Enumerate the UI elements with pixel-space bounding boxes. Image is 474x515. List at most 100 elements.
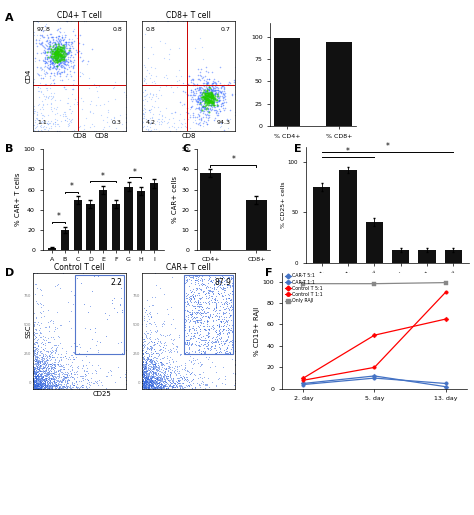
Point [223, 342, 231, 351]
Point [211, 341, 219, 350]
Point [220, 315, 228, 323]
Point [161, 368, 169, 376]
Point [70, 25, 78, 33]
Point [59, 57, 66, 65]
Point [226, 349, 234, 357]
Point [141, 356, 148, 364]
Point [186, 324, 194, 333]
Point [200, 88, 207, 96]
Point [206, 98, 214, 106]
Point [153, 374, 161, 383]
Point [210, 87, 217, 95]
Point [48, 353, 55, 362]
Point [186, 339, 193, 348]
Point [149, 362, 156, 370]
Point [155, 362, 163, 370]
Point [139, 357, 146, 365]
Point [143, 343, 151, 351]
Point [200, 88, 208, 96]
Point [145, 353, 152, 362]
Point [33, 354, 40, 363]
Point [173, 342, 181, 350]
Point [31, 372, 39, 380]
Point [139, 360, 147, 368]
Point [41, 69, 48, 77]
Point [147, 359, 155, 367]
Point [43, 92, 50, 100]
Point [200, 317, 207, 325]
Point [193, 271, 201, 280]
Point [35, 381, 42, 389]
Point [213, 328, 220, 336]
Point [156, 384, 164, 392]
Point [34, 365, 41, 373]
Point [188, 102, 196, 110]
Point [57, 372, 64, 381]
Point [148, 365, 155, 373]
Point [40, 363, 47, 371]
Point [55, 32, 63, 41]
Point [198, 279, 206, 287]
Point [61, 84, 69, 93]
Point [143, 377, 150, 385]
Point [151, 363, 158, 371]
Point [54, 32, 62, 41]
Point [38, 382, 46, 390]
Point [189, 87, 197, 95]
Point [153, 366, 161, 374]
Point [195, 119, 202, 128]
Point [142, 383, 150, 391]
Point [54, 25, 62, 33]
Point [143, 382, 150, 390]
Point [36, 84, 44, 92]
Point [187, 286, 194, 294]
Point [147, 381, 155, 389]
Point [51, 360, 58, 368]
Point [164, 371, 172, 380]
Point [71, 381, 78, 389]
Point [32, 380, 39, 388]
Point [42, 374, 50, 382]
Point [54, 61, 62, 70]
Point [207, 343, 215, 351]
Point [152, 363, 160, 371]
Point [63, 371, 70, 380]
Point [63, 99, 71, 108]
Point [214, 321, 221, 330]
Point [48, 362, 55, 370]
Point [38, 111, 46, 119]
Point [65, 376, 73, 384]
Point [34, 375, 42, 383]
Point [166, 368, 173, 376]
Point [34, 379, 42, 387]
Point [200, 89, 208, 97]
Point [189, 375, 197, 383]
Point [221, 337, 228, 345]
Point [189, 112, 197, 121]
Point [31, 352, 38, 360]
Point [45, 43, 53, 52]
Point [222, 307, 230, 316]
Point [41, 367, 49, 375]
Point [158, 368, 165, 376]
Point [144, 376, 152, 384]
Point [52, 38, 59, 46]
Point [51, 55, 58, 63]
Point [196, 295, 204, 303]
Point [165, 348, 173, 356]
Point [227, 301, 235, 309]
Point [51, 58, 59, 66]
Point [169, 383, 176, 391]
Point [178, 375, 186, 383]
Point [122, 346, 129, 354]
Point [152, 370, 159, 378]
Point [200, 102, 208, 111]
Point [55, 47, 63, 56]
Point [201, 89, 209, 97]
Point [63, 49, 70, 57]
Point [140, 384, 148, 392]
Point [60, 374, 68, 383]
Point [63, 376, 71, 385]
Point [184, 298, 192, 306]
Point [212, 303, 220, 311]
